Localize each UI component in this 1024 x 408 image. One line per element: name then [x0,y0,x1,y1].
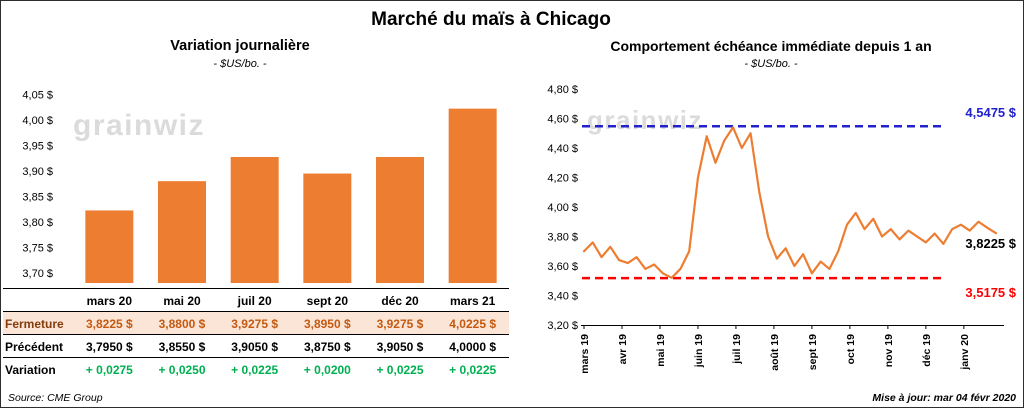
x-tick-label: déc 19 [921,334,933,367]
column-header-déc-20: déc 20 [381,294,419,308]
fermeture-value-5: 4,0225 $ [449,317,497,331]
precedent-value-2: 3,9050 $ [231,340,279,354]
low-value-label: 3,5175 $ [965,285,1016,300]
bar-y-tick-label: 3,90 $ [22,166,53,178]
fermeture-value-1: 3,8800 $ [158,317,206,331]
variation-value-3: + 0,0200 [303,363,351,377]
column-header-mai-20: mai 20 [163,294,201,308]
high-value-label: 4,5475 $ [965,105,1016,120]
bar-mars 20 [85,210,134,283]
x-tick-label: juin 19 [693,334,705,368]
line-y-tick-label: 4,20 $ [547,173,578,185]
precedent-value-4: 3,9050 $ [376,340,424,354]
precedent-value-1: 3,8550 $ [158,340,206,354]
x-tick-label: juil 19 [731,334,743,365]
x-tick-label: nov 19 [883,334,895,367]
precedent-value-3: 3,8750 $ [303,340,351,354]
bar-mai 20 [158,181,206,283]
x-tick-label: août 19 [769,334,781,371]
bar-chart: 3,70 $ 3,75 $ 3,80 $ 3,85 $ 3,90 $ 3,95 $ 4,00… [22,90,497,283]
row-label-variation: Variation [5,363,56,377]
table-corner-cell [3,289,73,311]
table-row-precedent: Précédent 3,7950 $ 3,8550 $ 3,9050 $ 3,8750 … [3,335,509,358]
line-y-tick-label: 4,80 $ [547,84,578,96]
x-tick-label: sept 19 [807,334,819,370]
column-header-sept-20: sept 20 [306,294,348,308]
line-chart-title: Comportement échéance immédiate depuis 1… [610,38,932,54]
watermark-logo: grainwiz [73,109,206,142]
line-y-tick-label: 3,20 $ [547,320,578,332]
updated-note: Mise à jour: mar 04 févr 2020 [872,392,1016,404]
precedent-value-5: 4,0000 $ [449,340,497,354]
last-value-label: 3,8225 $ [965,236,1016,251]
bar-y-tick-label: 4,05 $ [22,90,53,102]
line-y-tick-label: 4,60 $ [547,114,578,126]
column-header-mars-21: mars 21 [449,294,496,308]
row-label-precedent: Précédent [5,340,64,354]
fermeture-value-2: 3,9275 $ [231,317,279,331]
bar-y-tick-label: 3,70 $ [22,268,53,280]
line-y-tick-label: 3,40 $ [547,291,578,303]
bar-y-tick-label: 3,75 $ [22,242,53,254]
bar-y-tick-label: 3,85 $ [22,191,53,203]
line-y-tick-label: 3,80 $ [547,232,578,244]
page-title: Marché du maïs à Chicago [371,9,611,30]
table-header-row: mars 20 mai 20 juil 20 sept 20 déc 20 mars 21 [3,288,509,311]
variation-value-5: + 0,0225 [449,363,497,377]
variation-value-2: + 0,0225 [231,363,279,377]
watermark-logo: grainwiz [587,105,704,135]
variation-value-0: + 0,0275 [85,363,133,377]
bar-chart-title: Variation journalière [170,38,310,54]
x-tick-label: avr 19 [617,334,629,365]
fermeture-value-4: 3,9275 $ [376,317,424,331]
line-y-tick-label: 3,60 $ [547,261,578,273]
fermeture-value-3: 3,8950 $ [303,317,351,331]
line-chart-subtitle: - $US/bo. - [744,58,798,70]
line-y-tick-label: 4,40 $ [547,143,578,155]
fermeture-value-0: 3,8225 $ [85,317,133,331]
variation-value-1: + 0,0250 [158,363,206,377]
line-y-tick-label: 4,00 $ [547,202,578,214]
table-row-variation: Variation + 0,0275 + 0,0250 + 0,0225 + 0,020… [3,358,509,380]
x-tick-label: janv 20 [959,334,971,371]
column-header-juil-20: juil 20 [237,294,272,308]
line-chart: 3,20 $ 3,40 $ 3,60 $ 3,80 $ 4,00 $ 4,20 $ 4,40… [547,84,1016,374]
row-label-fermeture: Fermeture [5,317,64,331]
precedent-value-0: 3,7950 $ [85,340,133,354]
bar-y-tick-label: 4,00 $ [22,115,53,127]
column-header-mars-20: mars 20 [86,294,133,308]
bar-sept 20 [303,173,352,283]
source-note: Source: CME Group [8,392,103,404]
bar-juil 20 [230,157,279,283]
x-tick-label: mai 19 [655,334,667,367]
price-line-series [582,126,998,279]
x-tick-label: mars 19 [579,334,591,374]
bar-mars 21 [448,108,497,283]
bar-y-tick-label: 3,95 $ [22,141,53,153]
table-row-fermeture: Fermeture 3,8225 $ 3,8800 $ 3,9275 $ 3,8950 … [3,311,509,335]
price-table: mars 20 mai 20 juil 20 sept 20 déc 20 mars 21… [3,288,509,380]
bar-chart-subtitle: - $US/bo. - [213,58,267,70]
x-tick-label: oct 19 [845,334,857,365]
bar-déc 20 [376,157,424,283]
bar-y-tick-label: 3,80 $ [22,217,53,229]
variation-value-4: + 0,0225 [376,363,424,377]
